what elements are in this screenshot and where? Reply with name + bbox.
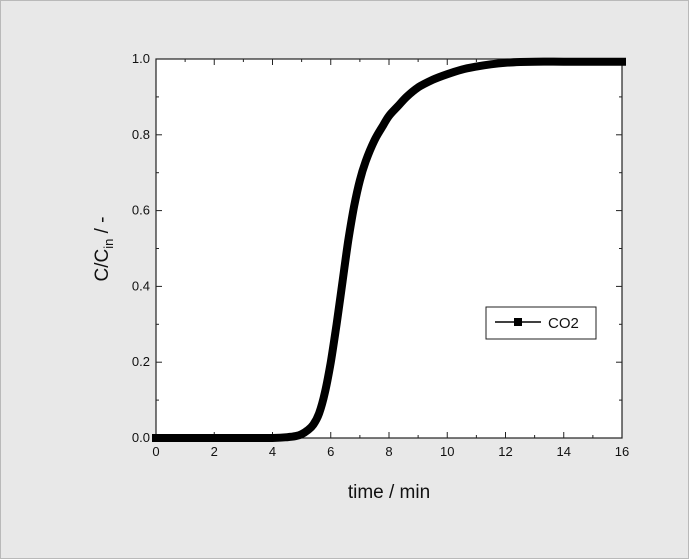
y-axis-title-main: C/C <box>92 249 113 282</box>
x-tick-label: 0 <box>152 444 159 459</box>
svg-text:C/Cin / -: C/Cin / - <box>92 216 116 281</box>
y-axis-title: C/Cin / - <box>92 216 116 281</box>
x-tick-label: 2 <box>211 444 218 459</box>
y-tick-label: 0.4 <box>132 278 150 293</box>
legend-label-co2: CO2 <box>548 315 579 332</box>
x-tick-label: 8 <box>385 444 392 459</box>
x-tick-label: 6 <box>327 444 334 459</box>
y-tick-label: 0.6 <box>132 203 150 218</box>
x-tick-label: 14 <box>557 444 571 459</box>
series-line-co2 <box>151 57 626 443</box>
x-tick-label: 16 <box>615 444 629 459</box>
x-axis-title: time / min <box>348 482 430 503</box>
y-tick-label: 0.0 <box>132 430 150 445</box>
y-tick-label: 0.8 <box>132 127 150 142</box>
x-tick-label: 4 <box>269 444 276 459</box>
legend-square-marker <box>514 318 522 326</box>
y-tick-label: 0.2 <box>132 354 150 369</box>
x-tick-label: 12 <box>498 444 512 459</box>
legend-box <box>485 306 597 340</box>
y-tick-label: 1.0 <box>132 51 150 66</box>
x-tick-label: 10 <box>440 444 454 459</box>
y-axis-title-subscript: in <box>101 239 116 249</box>
legend: CO2 <box>485 306 597 340</box>
y-axis-title-suffix: / - <box>92 216 113 238</box>
